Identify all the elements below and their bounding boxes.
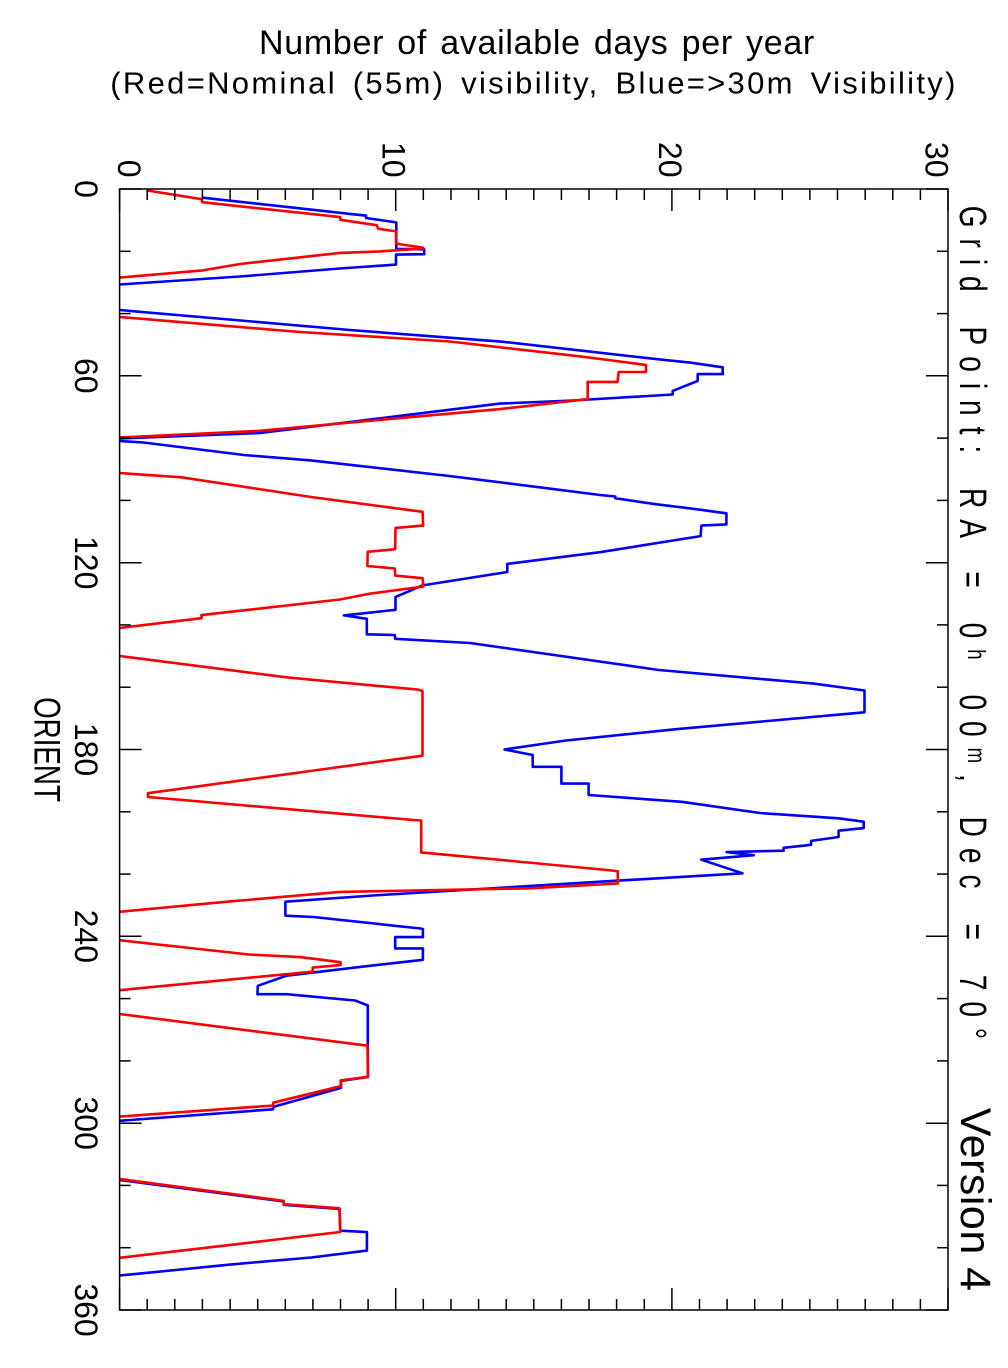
svg-text:0: 0 <box>68 180 104 198</box>
svg-text:60: 60 <box>68 358 104 394</box>
svg-text:ORIENT: ORIENT <box>27 697 69 802</box>
svg-text:360: 360 <box>68 1283 104 1336</box>
svg-text:30: 30 <box>919 142 955 178</box>
svg-text:Version 4: Version 4 <box>951 1108 999 1292</box>
svg-text:10: 10 <box>376 142 412 178</box>
svg-text:(Red=Nominal (55m) visibility,: (Red=Nominal (55m) visibility, Blue=>30m… <box>110 66 957 101</box>
svg-text:20: 20 <box>652 142 688 178</box>
svg-text:120: 120 <box>68 536 104 589</box>
svg-text:Grid Point: RA = 0h 00m, Dec =: Grid Point: RA = 0h 00m, Dec = 70° <box>951 206 993 1050</box>
svg-text:Number of available days per y: Number of available days per year <box>259 24 815 62</box>
svg-text:180: 180 <box>68 723 104 776</box>
svg-text:240: 240 <box>68 910 104 963</box>
svg-text:300: 300 <box>68 1097 104 1150</box>
svg-text:0: 0 <box>111 160 147 178</box>
